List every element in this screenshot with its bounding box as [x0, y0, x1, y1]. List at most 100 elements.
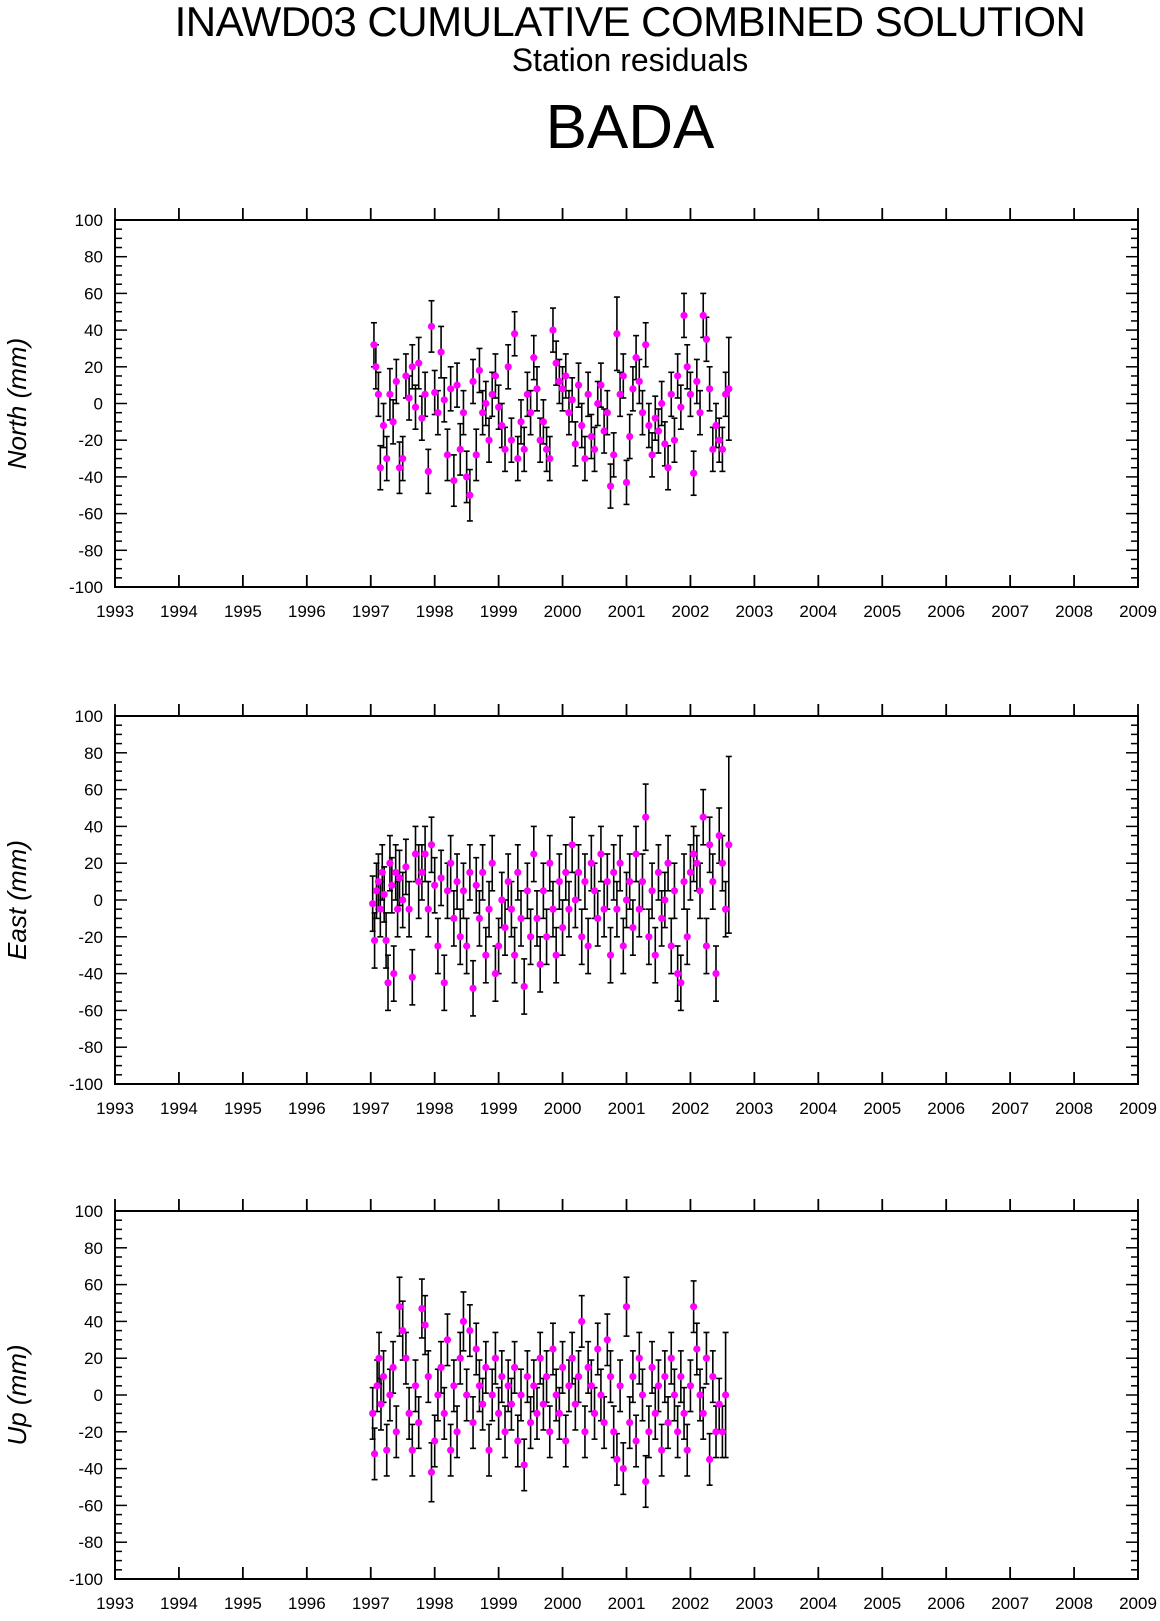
data-point [613, 330, 621, 338]
data-point [380, 890, 388, 899]
data-point [546, 859, 554, 867]
y-tick-label: -20 [78, 928, 103, 947]
x-tick-label: 1996 [288, 1099, 326, 1118]
data-point [549, 1345, 557, 1353]
data-point [552, 1391, 560, 1399]
data-point [491, 970, 500, 978]
data-point [382, 936, 390, 945]
data-point [421, 850, 429, 858]
data-point [661, 440, 669, 448]
x-tick-label: 2003 [735, 602, 773, 621]
data-point [600, 1419, 608, 1427]
series-points [369, 755, 733, 1017]
data-point [590, 1409, 599, 1417]
data-point [594, 1345, 602, 1353]
data-point [622, 896, 631, 904]
data-point [715, 436, 723, 444]
data-point [722, 390, 730, 398]
plot-frame [114, 219, 1139, 588]
data-point [402, 863, 410, 871]
x-tick-label: 2002 [672, 602, 710, 621]
y-tick-label: 60 [84, 781, 103, 800]
data-point [395, 464, 404, 472]
data-point [667, 942, 675, 950]
y-tick-label: 40 [84, 817, 103, 836]
data-point [443, 887, 452, 895]
x-tick-label: 2001 [608, 1594, 646, 1613]
y-tick-label: 40 [84, 321, 103, 340]
data-point [520, 982, 528, 991]
data-point [661, 1373, 669, 1381]
data-point [690, 850, 698, 858]
data-point [645, 1428, 653, 1436]
data-point [622, 478, 631, 487]
data-point [389, 1363, 397, 1371]
data-point [418, 868, 426, 877]
data-point [405, 394, 413, 402]
data-point [405, 1409, 413, 1417]
x-tick-label: 1993 [96, 1594, 134, 1613]
data-point [370, 1450, 379, 1458]
x-tick-label: 2009 [1119, 1099, 1157, 1118]
data-point [437, 874, 445, 882]
y-tick-label: 60 [84, 284, 103, 303]
data-point [415, 1419, 423, 1427]
data-point [408, 1446, 416, 1454]
chart-subtitle: Station residuals [511, 42, 749, 78]
data-point [424, 1373, 432, 1381]
data-point [523, 390, 531, 398]
data-point [501, 445, 509, 453]
data-point [715, 832, 723, 840]
data-point [651, 1409, 659, 1417]
data-point [514, 454, 522, 463]
data-point [590, 445, 599, 453]
data-point [699, 813, 707, 821]
data-point [606, 482, 615, 490]
data-point [399, 896, 407, 904]
data-point [418, 414, 426, 422]
data-point [555, 1409, 563, 1417]
data-point [533, 1409, 541, 1417]
data-point [683, 363, 691, 371]
x-tick-label: 2004 [799, 1099, 837, 1118]
data-point [415, 878, 423, 886]
data-point [712, 1428, 720, 1436]
data-point [431, 388, 439, 397]
data-point [507, 436, 516, 444]
y-tick-label: 20 [84, 358, 103, 377]
data-point [526, 409, 535, 417]
data-point [722, 1391, 730, 1399]
data-point [450, 476, 458, 485]
x-tick-label: 2001 [608, 1099, 646, 1118]
data-point [558, 924, 567, 932]
y-tick-label: 100 [75, 707, 103, 726]
y-tick-label: 100 [75, 1202, 103, 1221]
data-point [392, 377, 400, 386]
data-point [389, 418, 397, 426]
data-point [501, 924, 509, 932]
data-point [447, 859, 455, 867]
y-tick-label: 100 [75, 211, 103, 230]
data-point [424, 905, 432, 913]
data-point [651, 414, 659, 422]
data-point [699, 311, 707, 320]
data-point [520, 1461, 528, 1469]
x-tick-label: 1999 [480, 602, 518, 621]
data-point [526, 933, 535, 941]
data-point [434, 1391, 442, 1399]
data-point [511, 330, 519, 338]
data-point [482, 951, 490, 959]
data-point [495, 1409, 503, 1417]
y-tick-label: -60 [78, 1496, 103, 1515]
chart-title: INAWD03 CUMULATIVE COMBINED SOLUTION [174, 0, 1086, 45]
data-point [421, 1321, 429, 1329]
data-point [495, 942, 503, 950]
y-tick-label: 20 [84, 854, 103, 873]
data-point [530, 850, 538, 858]
data-point [517, 418, 525, 426]
data-point [626, 1419, 634, 1427]
data-point [434, 409, 442, 417]
panel-1: -100 -80 -60 -40 -20 0 20 40 60 80 100 1993 1994 1995… [2, 704, 1157, 1118]
data-point [702, 942, 711, 950]
y-axis-label: North (mm) [2, 338, 32, 469]
